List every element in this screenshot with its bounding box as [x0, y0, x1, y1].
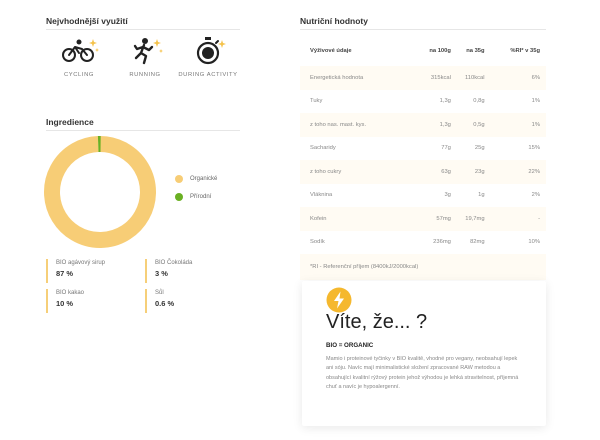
per-100g: 63g: [413, 160, 451, 184]
table-row: Sodík 236mg 82mg 10%: [300, 231, 546, 255]
nutrient-name: Energetická hodnota: [300, 66, 414, 90]
nutrient-name: z toho nas. mast. kys.: [300, 113, 414, 137]
legend-dot-natural: [175, 193, 183, 201]
ingredient-item: BIO kakao 10 %: [46, 289, 136, 313]
usage-label-during-activity: DURING ACTIVITY: [178, 72, 238, 78]
usage-item-during-activity: DURING ACTIVITY: [173, 36, 243, 78]
per-35g: 23g: [450, 160, 485, 184]
nutrition-divider: [300, 29, 546, 30]
per-100g: 315kcal: [413, 66, 451, 90]
nutrient-name: Tuky: [310, 98, 323, 105]
nutrition-footnote: *RI - Referenční příjem (8400kJ/2000kcal…: [300, 254, 546, 280]
per-100g: 1,3g: [439, 98, 451, 105]
per-100g: 77g: [441, 145, 451, 152]
per-35g: 110kcal: [450, 66, 485, 90]
per-35g: 0,5g: [450, 113, 485, 137]
ingredient-value: 0.6 %: [155, 299, 175, 308]
nutrition-header-row: Výživové údaje na 100g na 35g %RI* v 35g: [300, 36, 546, 66]
per-35g: 82mg: [470, 239, 485, 246]
usage-divider: [46, 29, 240, 30]
ingredients-donut-chart: [44, 136, 156, 248]
ingredient-name: Sůl: [155, 290, 164, 296]
ri-percent: 15%: [528, 145, 540, 152]
nutrition-table: Výživové údaje na 100g na 35g %RI* v 35g…: [300, 36, 546, 280]
col-header: na 100g: [429, 48, 451, 54]
legend-item-organic: Organické: [175, 175, 217, 183]
legend-dot-organic: [175, 175, 183, 183]
per-35g: 0,8g: [473, 98, 485, 105]
fact-card-title: Víte, že... ?: [326, 311, 428, 333]
ingredient-name: BIO Čokoláda: [155, 260, 193, 266]
ingredient-value: 87 %: [56, 269, 74, 278]
usage-item-running: RUNNING: [110, 36, 180, 78]
nutrition-section-title: Nutriční hodnoty: [300, 16, 368, 26]
lightning-icon: [326, 287, 352, 313]
usage-label-running: RUNNING: [129, 72, 161, 78]
ingredient-value: 3 %: [155, 269, 168, 278]
ingredient-item: Sůl 0.6 %: [145, 289, 235, 313]
table-row: Tuky 1,3g 0,8g 1%: [300, 90, 546, 114]
col-header: Výživové údaje: [310, 48, 352, 54]
usage-label-cycling: CYCLING: [64, 72, 94, 78]
ingredient-item: BIO agávový sirup 87 %: [46, 259, 136, 283]
ri-percent: 10%: [528, 239, 540, 246]
donut-slice-0: [44, 136, 156, 248]
per-100g: 236mg: [433, 239, 451, 246]
table-row: z toho cukry 63g 23g 22%: [300, 160, 546, 184]
table-footnote-row: *RI - Referenční příjem (8400kJ/2000kcal…: [300, 254, 546, 280]
nutrient-name: z toho cukry: [300, 160, 414, 184]
ingredient-value: 10 %: [56, 299, 74, 308]
per-35g: 19,7mg: [450, 207, 485, 231]
ri-percent: 22%: [484, 160, 546, 184]
ri-percent: 6%: [484, 66, 546, 90]
ingredients-section-title: Ingredience: [46, 117, 94, 127]
ingredients-divider: [46, 130, 240, 131]
table-row: Vláknina 3g 1g 2%: [300, 184, 546, 208]
legend-label-organic: Organické: [190, 176, 218, 182]
ingredient-name: BIO agávový sirup: [56, 260, 106, 266]
legend-item-natural: Přírodní: [175, 193, 211, 201]
ingredient-name: BIO kakao: [56, 290, 85, 296]
per-100g: 57mg: [413, 207, 451, 231]
nutrient-name: Sodík: [310, 239, 325, 246]
fact-card-subtitle: BIO = ORGANIC: [326, 342, 374, 349]
nutrient-name: Vláknina: [310, 192, 333, 199]
ri-percent: 2%: [531, 192, 540, 199]
per-35g: 1g: [478, 192, 485, 199]
table-row: z toho nas. mast. kys. 1,3g 0,5g 1%: [300, 113, 546, 137]
cycling-icon: [62, 39, 99, 62]
table-row: Sacharidy 77g 25g 15%: [300, 137, 546, 161]
legend-label-natural: Přírodní: [190, 194, 212, 200]
per-100g: 3g: [444, 192, 451, 199]
col-header: na 35g: [466, 48, 485, 54]
fact-card: Víte, že... ? BIO = ORGANIC Mamio i prot…: [302, 281, 546, 426]
ri-percent: 1%: [531, 98, 540, 105]
fact-card-text: Mamio i proteinové tyčinky v BIO kvalitě…: [326, 356, 519, 391]
per-100g: 1,3g: [413, 113, 451, 137]
ri-percent: -: [484, 207, 546, 231]
per-35g: 25g: [474, 145, 485, 152]
ingredient-item: BIO Čokoláda 3 %: [145, 259, 235, 283]
nutrient-name: Sacharidy: [310, 145, 336, 152]
nutrient-name: Kofein: [300, 207, 414, 231]
table-row: Energetická hodnota 315kcal 110kcal 6%: [300, 66, 546, 90]
usage-item-cycling: CYCLING: [44, 36, 114, 78]
table-row: Kofein 57mg 19,7mg -: [300, 207, 546, 231]
col-header: %RI* v 35g: [510, 48, 540, 54]
stopwatch-icon: [196, 37, 226, 65]
usage-section-title: Nejvhodnější využití: [46, 16, 128, 26]
ri-percent: 1%: [484, 113, 546, 137]
running-icon: [133, 38, 163, 65]
